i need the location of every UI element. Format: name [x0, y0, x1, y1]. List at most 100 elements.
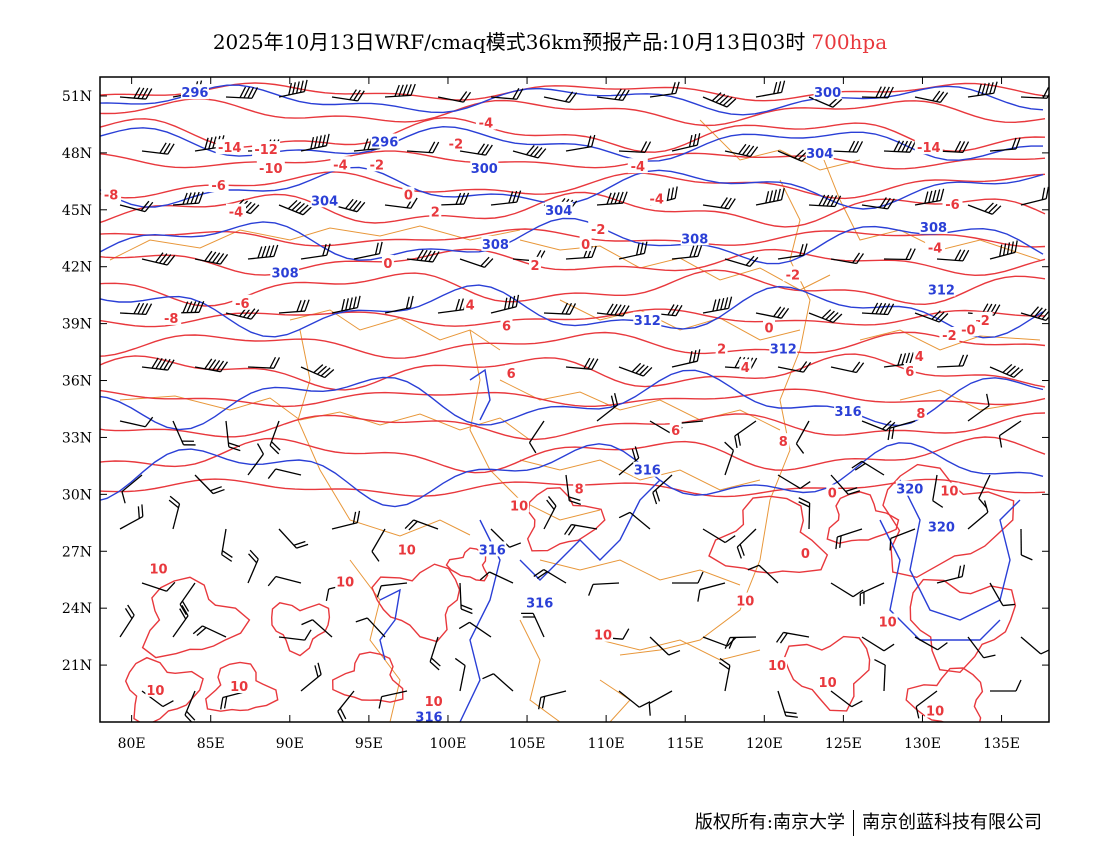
wind-barb	[437, 192, 470, 206]
border-line	[619, 179, 811, 656]
border-line	[599, 639, 761, 661]
temperature-label: -2	[975, 314, 989, 329]
wind-barb	[194, 358, 229, 373]
height-label: 300	[814, 86, 841, 101]
copyright-text: 版权所有:南京大学	[694, 812, 845, 833]
temperature-label-bg	[925, 239, 946, 255]
wind-barb	[755, 80, 786, 98]
y-tick-label: 48N	[62, 146, 92, 162]
wind-barb	[830, 140, 864, 153]
wind-barb	[755, 187, 785, 206]
temperature-label: 10	[594, 629, 612, 644]
wind-barb	[376, 582, 408, 598]
temperature-label-bg	[148, 560, 169, 576]
x-tick-label: 80E	[118, 736, 146, 752]
temperature-label-bg	[925, 702, 946, 718]
wind-barb	[119, 302, 153, 316]
height-label: 308	[681, 232, 708, 247]
temperature-label: 10	[230, 680, 248, 695]
wind-barb	[777, 243, 808, 260]
wind-barb	[747, 564, 779, 584]
x-tick-label: 125E	[825, 736, 862, 752]
temperature-label-bg	[715, 340, 728, 356]
wind-barb	[883, 140, 917, 153]
temperature-contour	[100, 478, 1046, 498]
wind-barb	[194, 474, 225, 495]
temperature-label-bg	[735, 592, 756, 608]
title-main: 2025年10月13日WRF/cmaq模式36km预报产品:10月13日03时	[212, 30, 806, 54]
wind-barb	[967, 636, 996, 659]
wind-barb	[998, 420, 1022, 448]
border-line	[859, 329, 1041, 351]
height-contour	[100, 442, 1044, 508]
wind-barb	[490, 190, 522, 206]
temperature-label-bg	[958, 321, 979, 337]
wind-barb	[777, 690, 798, 718]
wind-barb	[648, 690, 673, 716]
wind-barb	[458, 621, 492, 638]
wind-barb	[384, 295, 414, 314]
wind-barb	[331, 89, 365, 102]
wind-barb	[1020, 306, 1049, 322]
wind-barb	[384, 83, 416, 98]
height-label: 316	[634, 464, 661, 479]
wind-barb	[278, 79, 308, 98]
province-borders	[109, 119, 1041, 722]
wind-barb	[702, 197, 736, 210]
temperature-label: -4	[928, 242, 942, 257]
border-line	[519, 459, 761, 491]
wind-barb	[718, 657, 731, 692]
temperature-label-bg	[914, 139, 943, 155]
temperature-label: 10	[510, 500, 528, 515]
wind-barb	[914, 90, 949, 103]
height-label: 320	[896, 483, 923, 498]
wind-barb	[851, 460, 885, 476]
temperature-label-bg	[256, 160, 285, 176]
temperature-label: 4	[466, 299, 475, 314]
wind-barb	[278, 528, 309, 549]
temperature-label: 8	[916, 407, 925, 422]
wind-barb	[490, 294, 520, 314]
y-tick-label: 21N	[62, 658, 92, 674]
temperature-label: -2	[370, 158, 384, 173]
temperature-label-bg	[782, 266, 803, 282]
y-tick-label: 51N	[62, 89, 92, 105]
temperature-label: 6	[507, 367, 516, 382]
wind-barb	[914, 188, 945, 206]
temperature-label-bg	[145, 681, 166, 697]
wind-barb	[247, 356, 281, 369]
contour-labels: -4-2-14-12-10-4-20-8-6-42-4-4-2020-4-646…	[101, 84, 993, 722]
border-line	[539, 559, 741, 586]
wind-barb	[454, 657, 466, 692]
wind-barb	[172, 605, 189, 638]
wind-barb	[565, 357, 599, 370]
height-label-bg	[834, 402, 863, 418]
temperature-label-bg	[877, 613, 898, 629]
wind-barb	[724, 255, 759, 268]
temperature-label-bg	[366, 156, 387, 172]
temperature-label: -2	[942, 329, 956, 344]
temperature-label: 4	[915, 350, 924, 365]
height-label: 304	[311, 194, 338, 209]
temperature-contour	[526, 487, 606, 552]
wind-barb	[371, 528, 386, 562]
height-label: 308	[482, 238, 509, 253]
temperature-label-bg	[573, 480, 586, 496]
wind-barb	[883, 248, 916, 261]
wind-barb	[355, 617, 386, 638]
temperature-label: 10	[736, 595, 754, 610]
wind-barb	[331, 198, 366, 213]
temperature-label-bg	[161, 309, 182, 325]
wind-barb	[915, 690, 938, 719]
temperature-contour	[141, 576, 251, 659]
wind-barb	[830, 474, 861, 496]
wind-barb	[119, 504, 144, 530]
height-label-bg	[310, 192, 339, 208]
height-contour	[100, 217, 1044, 265]
x-tick-label: 120E	[746, 736, 783, 752]
wind-barb	[795, 420, 810, 454]
temperature-label: 6	[671, 424, 680, 439]
wind-barb	[702, 528, 736, 544]
height-label-bg	[919, 218, 948, 234]
temperature-label-bg	[913, 347, 926, 363]
